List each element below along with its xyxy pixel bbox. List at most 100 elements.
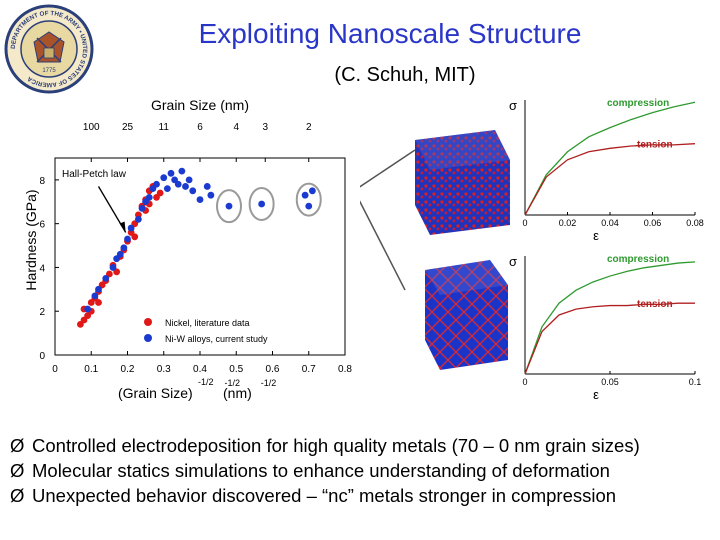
x-axis-label-main: (Grain Size) [118,385,193,401]
x-axis-label-unit: (nm) [223,385,252,401]
niw-data-point [163,185,171,193]
niw-data-point [178,167,186,175]
sigma-axis-label: σ [509,98,517,113]
nickel-data-point [156,189,164,197]
tension-label: tension [637,140,673,151]
compression-label: compression [607,254,669,265]
hardness-chart: Grain Size (nm) Hardness (GPa) 0 0.1 0.2 0.… [23,97,352,401]
x-tick-label: 0.4 [193,364,207,375]
simulation-cube-small-grains [415,130,510,235]
top-tick-label: 3 [262,122,268,133]
niw-data-point [167,169,175,177]
tension-label: tension [637,299,673,310]
legend-niw-marker [144,334,152,342]
highlight-circle [248,186,275,221]
y-tick-label: 8 [39,176,45,187]
x-tick-label: 0.02 [559,218,577,228]
niw-data-point [182,183,189,190]
simulation-images [360,130,510,370]
niw-data-point [127,224,135,232]
x-tick-label: 0.04 [601,218,619,228]
x-tick-label: 0.05 [601,377,619,387]
niw-data-point [196,196,204,203]
x-tick-label: 0.7 [302,364,316,375]
niw-data-point [134,215,142,223]
plot-frame [54,157,346,356]
legend-nickel-label: Nickel, literature data [165,318,250,328]
x-tick-label: 0 [522,218,527,228]
niw-data-point [84,305,92,313]
connector-line-bottom [360,200,406,291]
niw-data-point [207,191,215,199]
x-tick-label: 0.3 [157,364,171,375]
top-tick-label: 11 [159,122,170,133]
top-tick-label: 25 [122,122,134,133]
x-tick-label: 0 [52,364,58,375]
sigma-axis-label: σ [509,254,517,269]
slide-subtitle: (C. Schuh, MIT) [334,64,476,86]
niw-data-point [142,198,150,206]
y-tick-label: 6 [39,220,45,231]
niw-data-point [305,202,313,210]
niw-data-point [95,285,102,293]
x-tick-label: 0 [522,377,527,387]
x-tick-exponent: -1/2 [261,378,277,388]
seal-year: 1775 [42,68,56,74]
legend-nickel-marker [144,318,152,326]
niw-data-point [189,187,197,195]
tension-curve [524,143,696,216]
x-tick-label: 0.8 [338,364,352,375]
nickel-data-point [95,299,102,306]
bullet-marker-icon: Ø [10,485,25,506]
bullet-text: Controlled electrodeposition for high qu… [32,435,640,456]
hall-petch-annotation: Hall-Petch law [62,169,127,180]
x-axis-label-exponent: -1/2 [198,377,214,387]
bullet-list: Ø Controlled electrodeposition for high q… [10,433,720,508]
bullet-marker-icon: Ø [10,435,25,456]
y-axis-label: Hardness (GPa) [23,189,39,290]
bullet-item: Ø Molecular statics simulations to enhanc… [10,458,720,483]
epsilon-axis-label: ε [593,228,599,243]
niw-data-point [203,183,211,190]
y-tick-label: 2 [39,307,45,318]
x-tick-label: 0.06 [644,218,662,228]
bullet-marker-icon: Ø [10,460,25,481]
niw-data-point [258,200,266,208]
top-axis-label: Grain Size (nm) [151,97,249,113]
niw-data-point [301,191,309,199]
niw-data-point [308,187,316,195]
y-tick-label: 0 [39,351,45,362]
highlight-circle [216,189,242,224]
top-tick-label: 100 [83,122,100,133]
niw-data-point [225,202,233,210]
stress-strain-plots: σ 0 0.02 0.04 0.06 0.08 ε compression tension σ 0… [509,98,704,402]
top-tick-label: 6 [197,122,203,133]
connector-line-top [360,149,416,188]
niw-data-point [185,176,193,184]
nickel-data-point [131,233,139,241]
legend-niw-label: Ni-W alloys, current study [165,334,268,344]
x-tick-exponent: -1/2 [224,378,240,388]
x-tick-label: 0.6 [266,364,280,375]
bullet-item: Ø Controlled electrodeposition for high q… [10,433,720,458]
x-tick-label: 0.2 [121,364,135,375]
niw-data-point [153,180,160,188]
niw-data-point [116,250,124,258]
x-tick-label: 0.1 [84,364,98,375]
bullet-text: Molecular statics simulations to enhance… [32,460,610,481]
tension-curve [524,302,695,375]
stress-strain-top: σ 0 0.02 0.04 0.06 0.08 ε compression tension [509,98,704,243]
compression-curve [524,101,696,216]
army-seal-logo: DEPARTMENT OF THE ARMY • UNITED STATES O… [4,4,94,94]
niw-data-point [160,174,168,182]
highlight-circle [295,182,322,217]
hall-petch-arrow-head [119,221,126,233]
slide-title: Exploiting Nanoscale Structure [198,18,582,49]
niw-data-point [124,235,131,243]
bullet-text: Unexpected behavior discovered – “nc” me… [32,485,617,506]
y-tick-label: 4 [39,263,45,274]
niw-data-point [102,274,110,282]
niw-data-point [91,292,99,300]
top-tick-label: 2 [306,122,312,133]
niw-data-point [120,244,128,252]
